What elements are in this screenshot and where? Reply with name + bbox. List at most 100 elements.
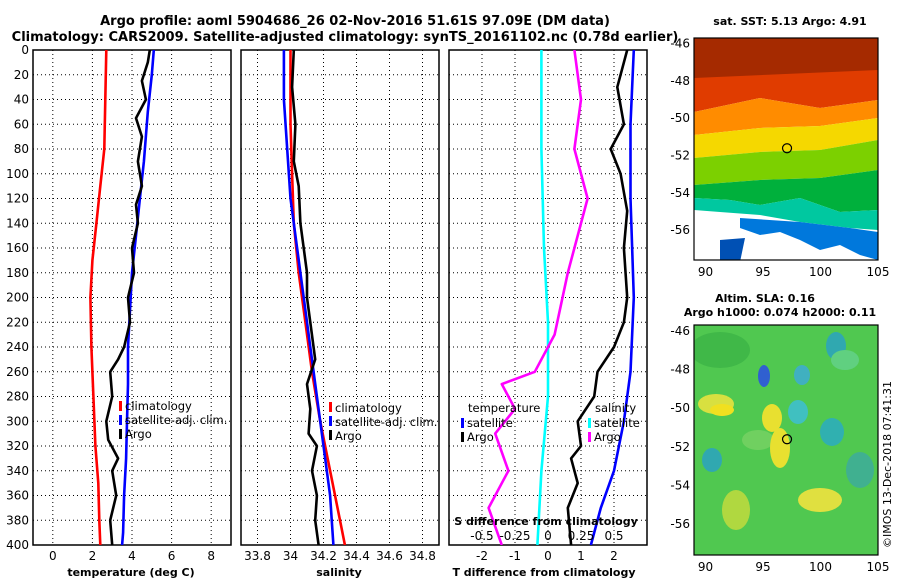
sst-patch-blue [720,238,745,260]
figure-title-line2: Climatology: CARS2009. Satellite-adjuste… [12,30,679,45]
depth-tick-label: 60 [14,117,29,131]
legend-label-climatology: climatology [125,399,192,413]
sla-map-ticks: 90 95 100 105 -46 -48 -50 -52 -54 -56 [670,324,889,574]
legend-label-s-argo: Argo [594,430,621,444]
salinity-series [282,50,347,545]
salinity-grid [241,49,439,546]
depth-tick-label: 120 [6,192,29,206]
map-y-tick-label: -56 [670,517,690,531]
x-tick-label: 0 [544,529,552,543]
map-x-tick-label: 105 [867,560,890,574]
depth-tick-label: 240 [6,340,29,354]
map-x-tick-label: 95 [755,560,770,574]
sla-map-frame [693,324,879,556]
depth-tick-label: 140 [6,216,29,230]
legend-swatch-t-satellite [461,418,464,428]
depth-tick-label: 400 [6,538,29,552]
depth-tick-label: 260 [6,365,29,379]
x-tick-label: 0 [544,549,552,563]
salinity-difference-x-label: S difference from climatology [454,515,638,528]
legend-label-t-satellite: satellite [467,416,513,430]
legend-swatch-satellite [329,416,332,426]
legend-swatch-t-argo [461,432,464,442]
map-y-tick-label: -50 [670,401,690,415]
depth-tick-label: 300 [6,414,29,428]
sla-low-eddy [758,365,770,387]
x-tick-label: 8 [207,549,215,563]
x-tick-label: 4 [128,549,136,563]
x-tick-label: 34 [283,549,298,563]
depth-tick-label: 80 [14,142,29,156]
depth-tick-label: 40 [14,93,29,107]
series-line-s-satellite [536,50,550,545]
difference-x-label: T difference from climatology [452,566,635,579]
temperature-series [89,50,156,545]
depth-tick-label: 0 [21,43,29,57]
depth-tick-label: 280 [6,390,29,404]
legend-label-climatology: climatology [335,401,402,415]
sst-map-field [694,38,878,260]
series-line-satellite-adj-clim- [282,50,335,545]
x-tick-label: 0 [49,549,57,563]
legend-label-argo: Argo [335,429,362,443]
sst-band-blue [740,218,878,260]
depth-tick-label: 160 [6,241,29,255]
sla-map-title: Altim. SLA: 0.16 [715,292,815,305]
legend-label-s-satellite: satellite [594,416,640,430]
legend-swatch-argo [119,429,122,439]
map-y-tick-label: -46 [670,37,690,51]
x-tick-label: 0.5 [604,529,623,543]
depth-tick-label: 380 [6,513,29,527]
legend-swatch-satellite [119,415,122,425]
sst-band-light-green [694,140,878,185]
salinity-x-ticks: 33.8 34 34.2 34.4 34.6 34.8 [244,549,436,563]
sst-map-title: sat. SST: 5.13 Argo: 4.91 [713,15,866,28]
x-tick-label: 34.6 [376,549,403,563]
legend-label-t-argo: Argo [467,430,494,444]
legend-title-salinity: salinity [595,401,636,415]
temperature-x-label: temperature (deg C) [67,566,194,579]
sst-band-warm [694,70,878,112]
credit-text: ©IMOS 13-Dec-2018 07:41:31 [881,381,894,548]
difference-grid [449,49,647,546]
x-tick-label: 34.8 [409,549,436,563]
salinity-difference-x-ticks: -0.5 -0.25 0 0.25 0.5 [470,529,623,543]
sst-band-teal [694,198,878,230]
sst-band-orange [694,98,878,135]
x-tick-label: 1 [577,549,585,563]
sst-map-ticks: 90 95 100 105 -46 -48 -50 -52 -54 -56 [670,37,889,279]
sst-band-yellow [694,118,878,158]
legend-swatch-s-argo [588,432,591,442]
sst-band-green [694,170,878,212]
series-line-climatology [89,50,108,545]
map-y-tick-label: -56 [670,223,690,237]
legend-swatch-climatology [329,402,332,412]
map-y-tick-label: -54 [670,478,690,492]
difference-series [487,50,636,545]
temperature-grid [33,49,231,546]
map-y-tick-label: -50 [670,111,690,125]
figure-title-line1: Argo profile: aoml 5904686_26 02-Nov-201… [100,14,610,29]
map-y-tick-label: -48 [670,74,690,88]
legend-label-satellite: satellite-adj. clim. [335,415,437,429]
legend-swatch-climatology [119,401,122,411]
difference-legend: temperature satellite Argo salinity sate… [461,401,640,444]
legend-label-argo: Argo [125,427,152,441]
x-tick-label: -0.5 [470,529,493,543]
map-y-tick-label: -52 [670,440,690,454]
sla-map-subtitle: Argo h1000: 0.074 h2000: 0.11 [684,306,876,319]
x-tick-label: 33.8 [244,549,271,563]
depth-tick-label: 200 [6,291,29,305]
series-line-argo [105,50,152,545]
sst-map-profile-marker [781,143,793,154]
x-tick-label: 2 [89,549,97,563]
x-tick-label: -1 [509,549,521,563]
map-x-tick-label: 90 [698,560,713,574]
x-tick-label: 34.2 [310,549,337,563]
x-tick-label: -0.25 [499,529,530,543]
salinity-x-label: salinity [316,566,362,579]
legend-label-satellite: satellite-adj. clim. [125,413,227,427]
map-y-tick-label: -52 [670,149,690,163]
x-tick-label: 6 [168,549,176,563]
